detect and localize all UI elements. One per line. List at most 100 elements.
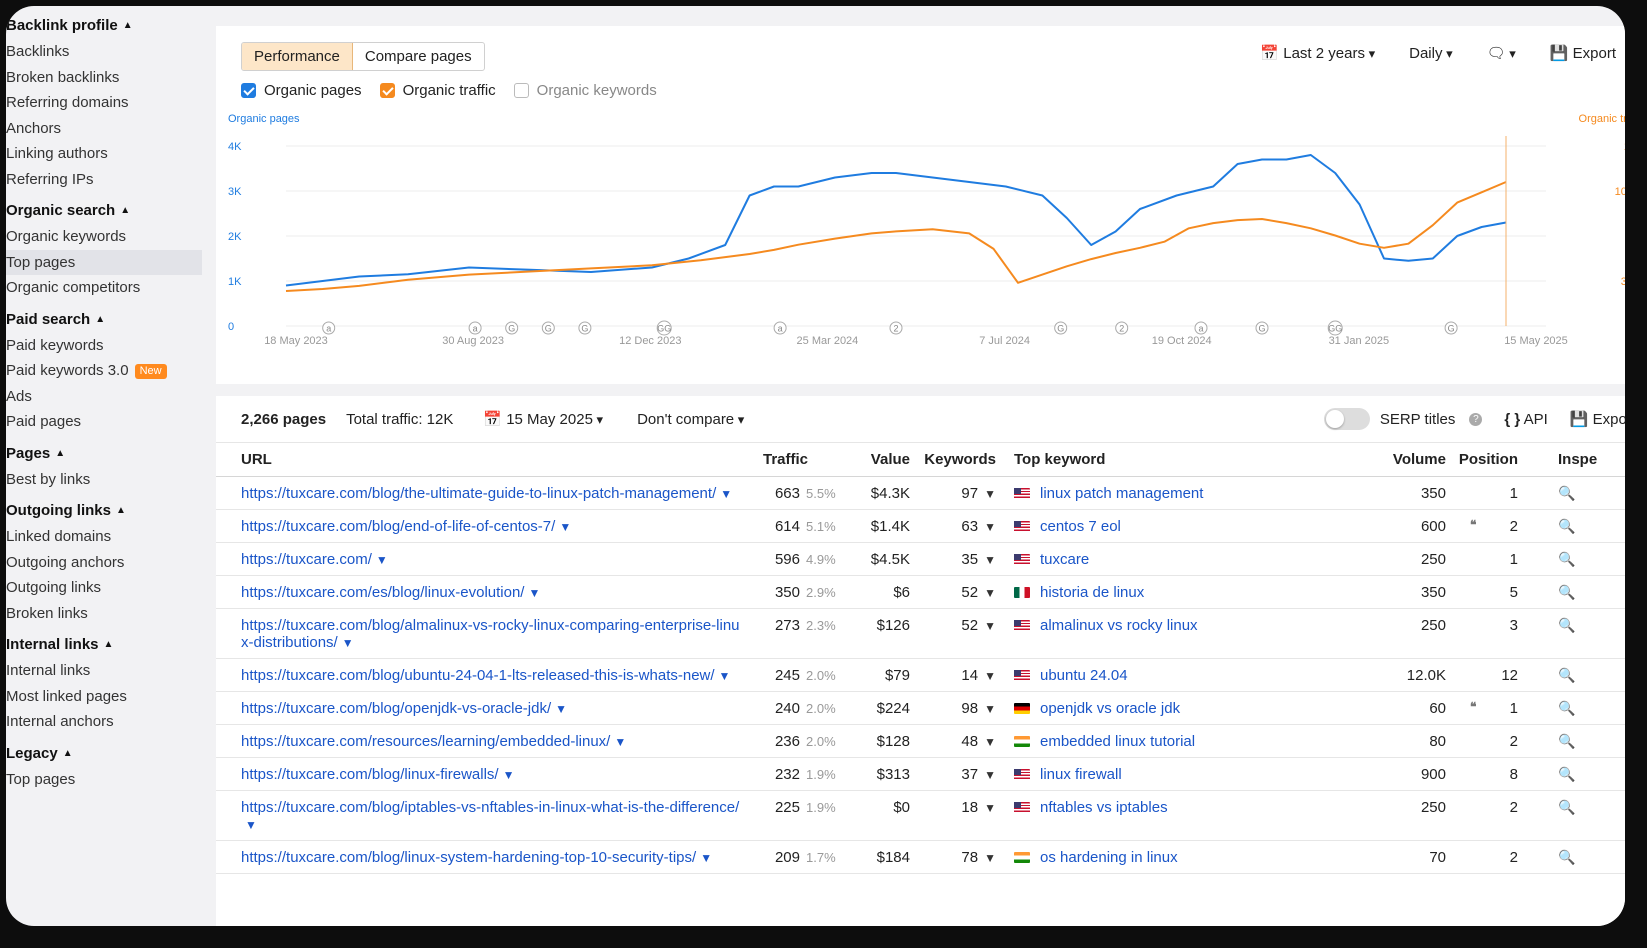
page-url-link[interactable]: https://tuxcare.com/es/blog/linux-evolut… bbox=[241, 584, 525, 601]
sidebar-item[interactable]: Linked domains bbox=[6, 524, 202, 550]
keywords-cell[interactable]: 18 ▼ bbox=[910, 790, 996, 841]
page-url-link[interactable]: https://tuxcare.com/blog/linux-firewalls… bbox=[241, 766, 499, 783]
sidebar-item[interactable]: Internal anchors bbox=[6, 709, 202, 735]
top-keyword-link[interactable]: linux patch management bbox=[1040, 485, 1204, 502]
sidebar-item[interactable]: Top pages bbox=[6, 767, 202, 793]
sidebar-item[interactable]: Broken links bbox=[6, 601, 202, 627]
sidebar-item[interactable]: Organic keywords bbox=[6, 224, 202, 250]
top-keyword-link[interactable]: tuxcare bbox=[1040, 551, 1090, 568]
keywords-cell[interactable]: 37 ▼ bbox=[910, 757, 996, 791]
help-icon[interactable]: ? bbox=[1469, 412, 1483, 426]
sidebar-item[interactable]: Linking authors bbox=[6, 141, 202, 167]
keywords-cell[interactable]: 78 ▼ bbox=[910, 840, 996, 874]
search-icon[interactable]: 🔍 bbox=[1558, 551, 1576, 567]
keywords-cell[interactable]: 48 ▼ bbox=[910, 724, 996, 758]
search-icon[interactable]: 🔍 bbox=[1558, 799, 1576, 815]
checkbox-box[interactable] bbox=[513, 83, 529, 98]
keywords-cell[interactable]: 14 ▼ bbox=[910, 658, 996, 692]
search-icon[interactable]: 🔍 bbox=[1558, 849, 1576, 865]
keywords-cell[interactable]: 97 ▼ bbox=[910, 476, 996, 510]
range-dropdown[interactable]: 📅 Last 2 years bbox=[1260, 44, 1375, 62]
top-keyword-link[interactable]: nftables vs iptables bbox=[1040, 799, 1168, 816]
search-icon[interactable]: 🔍 bbox=[1558, 667, 1576, 683]
search-icon[interactable]: 🔍 bbox=[1558, 518, 1576, 534]
compare-dropdown[interactable]: Don't compare bbox=[637, 411, 744, 428]
sidebar-item[interactable]: Internal links bbox=[6, 658, 202, 684]
sidebar-group-header[interactable]: Backlink profile ▲ bbox=[6, 13, 202, 39]
keywords-cell[interactable]: 52 ▼ bbox=[910, 608, 996, 659]
search-icon[interactable]: 🔍 bbox=[1558, 617, 1576, 633]
col-volume[interactable]: Volume bbox=[1336, 442, 1446, 477]
tab-compare-pages[interactable]: Compare pages bbox=[364, 48, 472, 65]
sidebar-item[interactable]: Anchors bbox=[6, 116, 202, 142]
table-export-button[interactable]: 💾 Export bbox=[1570, 410, 1625, 428]
sidebar-item[interactable]: Organic competitors bbox=[6, 275, 202, 301]
top-keyword-link[interactable]: linux firewall bbox=[1040, 766, 1122, 783]
sidebar-group-header[interactable]: Pages ▲ bbox=[6, 441, 202, 467]
sidebar-group-header[interactable]: Internal links ▲ bbox=[6, 632, 202, 658]
tab-performance[interactable]: Performance bbox=[242, 43, 353, 70]
sidebar-item[interactable]: Backlinks bbox=[6, 39, 202, 65]
chevron-down-icon[interactable]: ▼ bbox=[375, 553, 388, 567]
top-keyword-link[interactable]: ubuntu 24.04 bbox=[1040, 667, 1128, 684]
top-keyword-link[interactable]: historia de linux bbox=[1040, 584, 1145, 601]
col-top-keyword[interactable]: Top keyword bbox=[996, 442, 1336, 477]
page-url-link[interactable]: https://tuxcare.com/blog/ubuntu-24-04-1-… bbox=[241, 667, 715, 684]
export-button[interactable]: 💾 Export bbox=[1550, 44, 1616, 62]
keywords-cell[interactable]: 98 ▼ bbox=[910, 691, 996, 725]
keywords-cell[interactable]: 63 ▼ bbox=[910, 509, 996, 543]
sidebar-item[interactable]: Paid pages bbox=[6, 409, 202, 435]
search-icon[interactable]: 🔍 bbox=[1558, 766, 1576, 782]
sidebar-item[interactable]: Broken backlinks bbox=[6, 65, 202, 91]
sidebar-item[interactable]: Paid keywords 3.0 New bbox=[6, 358, 202, 384]
col-url[interactable]: URL bbox=[216, 442, 756, 477]
sidebar-item[interactable]: Referring domains bbox=[6, 90, 202, 116]
page-url-link[interactable]: https://tuxcare.com/blog/almalinux-vs-ro… bbox=[241, 617, 740, 651]
chevron-down-icon[interactable]: ▼ bbox=[555, 702, 568, 716]
col-position[interactable]: Position bbox=[1446, 442, 1530, 477]
chevron-down-icon[interactable]: ▼ bbox=[341, 636, 354, 650]
page-url-link[interactable]: https://tuxcare.com/blog/end-of-life-of-… bbox=[241, 518, 556, 535]
page-url-link[interactable]: https://tuxcare.com/blog/iptables-vs-nft… bbox=[241, 799, 740, 816]
chevron-down-icon[interactable]: ▼ bbox=[614, 735, 627, 749]
sidebar-item[interactable]: Referring IPs bbox=[6, 167, 202, 193]
top-keyword-link[interactable]: almalinux vs rocky linux bbox=[1040, 617, 1198, 634]
checkbox-organic-pages[interactable]: Organic pages bbox=[241, 82, 362, 99]
sidebar-group-header[interactable]: Paid search ▲ bbox=[6, 307, 202, 333]
page-url-link[interactable]: https://tuxcare.com/ bbox=[241, 551, 372, 568]
sidebar-group-header[interactable]: Organic search ▲ bbox=[6, 198, 202, 224]
top-keyword-link[interactable]: centos 7 eol bbox=[1040, 518, 1121, 535]
sidebar-item[interactable]: Ads bbox=[6, 384, 202, 410]
search-icon[interactable]: 🔍 bbox=[1558, 733, 1576, 749]
chevron-down-icon[interactable]: ▼ bbox=[502, 768, 515, 782]
page-url-link[interactable]: https://tuxcare.com/blog/openjdk-vs-orac… bbox=[241, 700, 552, 717]
chevron-down-icon[interactable]: ▼ bbox=[718, 669, 731, 683]
col-value[interactable]: Value bbox=[848, 442, 910, 477]
interval-dropdown[interactable]: Daily bbox=[1409, 45, 1452, 62]
date-dropdown[interactable]: 📅 15 May 2025 bbox=[483, 410, 603, 428]
sidebar-item[interactable]: Most linked pages bbox=[6, 684, 202, 710]
page-url-link[interactable]: https://tuxcare.com/resources/learning/e… bbox=[241, 733, 611, 750]
top-keyword-link[interactable]: embedded linux tutorial bbox=[1040, 733, 1196, 750]
keywords-cell[interactable]: 52 ▼ bbox=[910, 575, 996, 609]
col-traffic[interactable]: Traffic bbox=[756, 442, 848, 477]
api-button[interactable]: { } API bbox=[1504, 411, 1547, 428]
toggle-switch[interactable] bbox=[1323, 408, 1370, 430]
checkbox-box[interactable] bbox=[379, 83, 395, 98]
chevron-down-icon[interactable]: ▼ bbox=[720, 487, 733, 501]
chevron-down-icon[interactable]: ▼ bbox=[700, 851, 713, 865]
col-inspect[interactable]: Inspe bbox=[1530, 442, 1625, 477]
top-keyword-link[interactable]: openjdk vs oracle jdk bbox=[1040, 700, 1181, 717]
top-keyword-link[interactable]: os hardening in linux bbox=[1040, 849, 1178, 866]
search-icon[interactable]: 🔍 bbox=[1558, 700, 1576, 716]
checkbox-organic-keywords[interactable]: Organic keywords bbox=[513, 82, 657, 99]
page-url-link[interactable]: https://tuxcare.com/blog/linux-system-ha… bbox=[241, 849, 697, 866]
search-icon[interactable]: 🔍 bbox=[1558, 485, 1576, 501]
page-url-link[interactable]: https://tuxcare.com/blog/the-ultimate-gu… bbox=[241, 485, 717, 502]
sidebar-item[interactable]: Outgoing links bbox=[6, 575, 202, 601]
chevron-down-icon[interactable]: ▼ bbox=[559, 520, 572, 534]
sidebar-item[interactable]: Top pages bbox=[6, 249, 202, 275]
sidebar-group-header[interactable]: Legacy ▲ bbox=[6, 741, 202, 767]
checkbox-box[interactable] bbox=[241, 83, 256, 98]
keywords-cell[interactable]: 35 ▼ bbox=[910, 542, 996, 576]
